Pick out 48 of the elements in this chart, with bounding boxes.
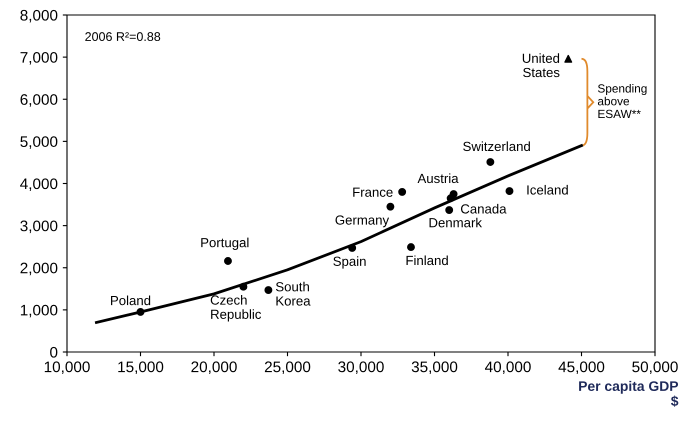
point: [264, 286, 272, 294]
y-tick-label: 5,000: [20, 136, 58, 149]
annotation: South Korea: [276, 282, 311, 306]
y-tick-label: 0: [50, 346, 58, 358]
x-tick-label: 35,000: [412, 361, 458, 374]
y-tick-label: 7,000: [20, 52, 58, 65]
annotation: Portugal: [201, 238, 248, 250]
annotation: United States: [522, 53, 560, 78]
y-tick-label: 1,000: [20, 304, 58, 318]
annotation: Poland: [111, 296, 150, 306]
x-tick-label: 45,000: [558, 361, 604, 374]
x-tick-label: 10,000: [44, 361, 90, 374]
y-tick-label: 2,000: [20, 262, 58, 276]
annotation: Spending above ESAW**: [598, 84, 647, 118]
point: [136, 308, 144, 316]
x-tick-label: 30,000: [338, 361, 384, 374]
annotation: Iceland: [527, 184, 568, 195]
point: [224, 257, 232, 265]
x-tick-label: 40,000: [484, 361, 531, 374]
point: [239, 282, 248, 291]
annotation: Canada: [460, 204, 507, 214]
point: [407, 243, 415, 252]
point: [348, 244, 356, 252]
y-tick-label: 6,000: [20, 94, 58, 107]
point: [445, 206, 454, 214]
annotation: Austria: [418, 173, 459, 184]
annotation: Spain: [333, 256, 366, 269]
point: [446, 194, 455, 202]
annotation: Switzerland: [463, 141, 530, 152]
point: [506, 187, 514, 196]
y-tick-label: 3,000: [20, 220, 58, 234]
y-tick-label: 8,000: [20, 10, 58, 22]
annotation: France: [353, 188, 393, 197]
point: [564, 54, 572, 63]
x-axis-title: Per capita GDP $: [579, 380, 678, 407]
x-tick-label: 50,000: [632, 361, 678, 374]
x-tick-label: 15,000: [118, 361, 164, 374]
annotation: Germany: [336, 215, 390, 228]
x-tick-label: 20,000: [191, 361, 237, 374]
x-tick-label: 25,000: [264, 361, 310, 374]
annotation: 2006 R²=0.88: [85, 32, 160, 42]
point: [486, 158, 494, 166]
point: [398, 188, 406, 196]
y-tick-label: 4,000: [20, 178, 58, 191]
point: [386, 202, 394, 211]
annotation: Finland: [406, 255, 448, 266]
annotation: Czech Republic: [210, 295, 262, 322]
annotation: Denmark: [430, 218, 482, 228]
